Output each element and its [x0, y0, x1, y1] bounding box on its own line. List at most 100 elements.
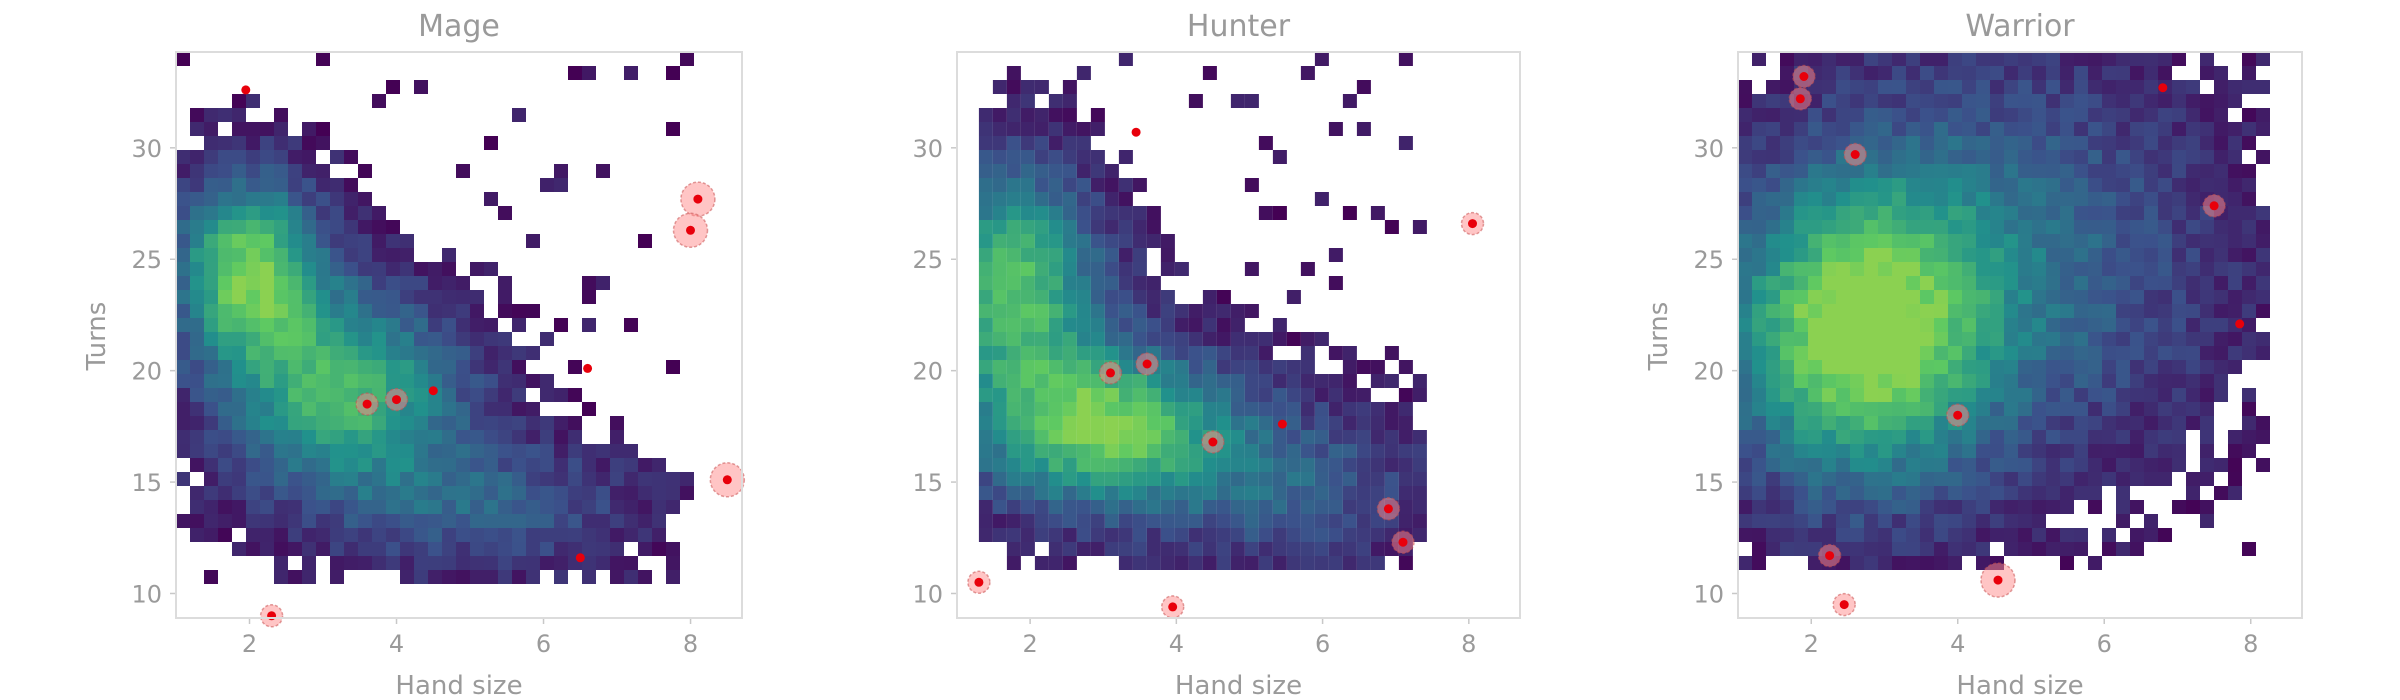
heatmap-cell: [2144, 234, 2158, 248]
heatmap-cell: [1780, 276, 1794, 290]
heatmap-cell: [2228, 136, 2242, 150]
heatmap-cell: [484, 556, 498, 570]
heatmap-cell: [1864, 248, 1878, 262]
heatmap-cell: [1738, 108, 1752, 122]
heatmap-cell: [1822, 514, 1836, 528]
heatmap-cell: [2256, 206, 2270, 220]
heatmap-cell: [2004, 220, 2018, 234]
heatmap-cell: [1398, 360, 1413, 374]
heatmap-cell: [2158, 472, 2172, 486]
heatmap-cell: [344, 472, 358, 486]
heatmap-cell: [2172, 136, 2186, 150]
heatmap-cell: [1076, 542, 1091, 556]
heatmap-cell: [1850, 318, 1864, 332]
heatmap-cell: [624, 500, 638, 514]
heatmap-cell: [2200, 374, 2214, 388]
heatmap-cell: [2186, 360, 2200, 374]
heatmap-cell: [554, 472, 568, 486]
heatmap-cell: [1020, 416, 1035, 430]
heatmap-cell: [1836, 500, 1850, 514]
heatmap-cell: [2046, 108, 2060, 122]
heatmap-cell: [2186, 108, 2200, 122]
heatmap-cell: [978, 472, 993, 486]
heatmap-cell: [2228, 94, 2242, 108]
heatmap-cell: [978, 388, 993, 402]
heatmap-cell: [1892, 542, 1906, 556]
heatmap-cell: [1020, 262, 1035, 276]
heatmap-cell: [1948, 556, 1962, 570]
heatmap-cell: [484, 486, 498, 500]
heatmap-cell: [2116, 486, 2130, 500]
heatmap-cell: [1892, 164, 1906, 178]
heatmap-cell: [2004, 500, 2018, 514]
heatmap-cell: [554, 416, 568, 430]
heatmap-cell: [1850, 416, 1864, 430]
heatmap-cell: [1160, 318, 1175, 332]
heatmap-cell: [274, 528, 288, 542]
heatmap-cell: [288, 486, 302, 500]
heatmap-cell: [1920, 556, 1934, 570]
heatmap-cell: [372, 276, 386, 290]
heatmap-cell: [1738, 556, 1752, 570]
heatmap-cell: [1850, 528, 1864, 542]
heatmap-cell: [1976, 374, 1990, 388]
heatmap-cell: [1808, 360, 1822, 374]
heatmap-cell: [2214, 66, 2228, 80]
heatmap-cell: [218, 430, 232, 444]
heatmap-cell: [1132, 262, 1147, 276]
heatmap-cell: [1962, 374, 1976, 388]
heatmap-cell: [414, 542, 428, 556]
heatmap-cell: [1216, 514, 1231, 528]
heatmap-cell: [2032, 332, 2046, 346]
heatmap-cell: [1878, 374, 1892, 388]
heatmap-cell: [2088, 206, 2102, 220]
heatmap-cell: [330, 360, 344, 374]
heatmap-cell: [456, 402, 470, 416]
heatmap-cell: [232, 360, 246, 374]
heatmap-cell: [1370, 514, 1385, 528]
heatmap-cell: [456, 276, 470, 290]
heatmap-cell: [302, 234, 316, 248]
heatmap-cell: [316, 136, 330, 150]
heatmap-cell: [2116, 248, 2130, 262]
heatmap-cell: [232, 374, 246, 388]
heatmap-cell: [624, 444, 638, 458]
heatmap-cell: [1864, 108, 1878, 122]
heatmap-cell: [1808, 332, 1822, 346]
heatmap-cell: [386, 528, 400, 542]
heatmap-cell: [2032, 388, 2046, 402]
heatmap-cell: [1062, 234, 1077, 248]
heatmap-cell: [1766, 430, 1780, 444]
heatmap-cell: [1948, 164, 1962, 178]
heatmap-cell: [1356, 388, 1371, 402]
heatmap-cell: [1230, 346, 1245, 360]
heatmap-cell: [2074, 290, 2088, 304]
heatmap-cell: [358, 472, 372, 486]
heatmap-cell: [470, 360, 484, 374]
heatmap-cell: [1822, 402, 1836, 416]
heatmap-cell: [2046, 472, 2060, 486]
heatmap-cell: [2018, 472, 2032, 486]
highlight-markers: [967, 127, 1485, 619]
heatmap-cell: [1342, 416, 1357, 430]
heatmap-cell: [1398, 136, 1413, 150]
heatmap-cell: [1062, 220, 1077, 234]
heatmap-cell: [1132, 318, 1147, 332]
heatmap-cell: [1808, 192, 1822, 206]
heatmap-cell: [1794, 458, 1808, 472]
heatmap-cell: [1864, 486, 1878, 500]
heatmap-cell: [2242, 66, 2256, 80]
heatmap-cell: [2158, 94, 2172, 108]
heatmap-cell: [2102, 304, 2116, 318]
heatmap-cell: [2130, 94, 2144, 108]
heatmap-cell: [2158, 122, 2172, 136]
heatmap-cell: [2004, 192, 2018, 206]
heatmap-cell: [344, 178, 358, 192]
heatmap-cell: [666, 486, 680, 500]
heatmap-cell: [1780, 444, 1794, 458]
heatmap-cell: [2032, 52, 2046, 66]
heatmap-cell: [1342, 94, 1357, 108]
heatmap-cell: [190, 122, 204, 136]
